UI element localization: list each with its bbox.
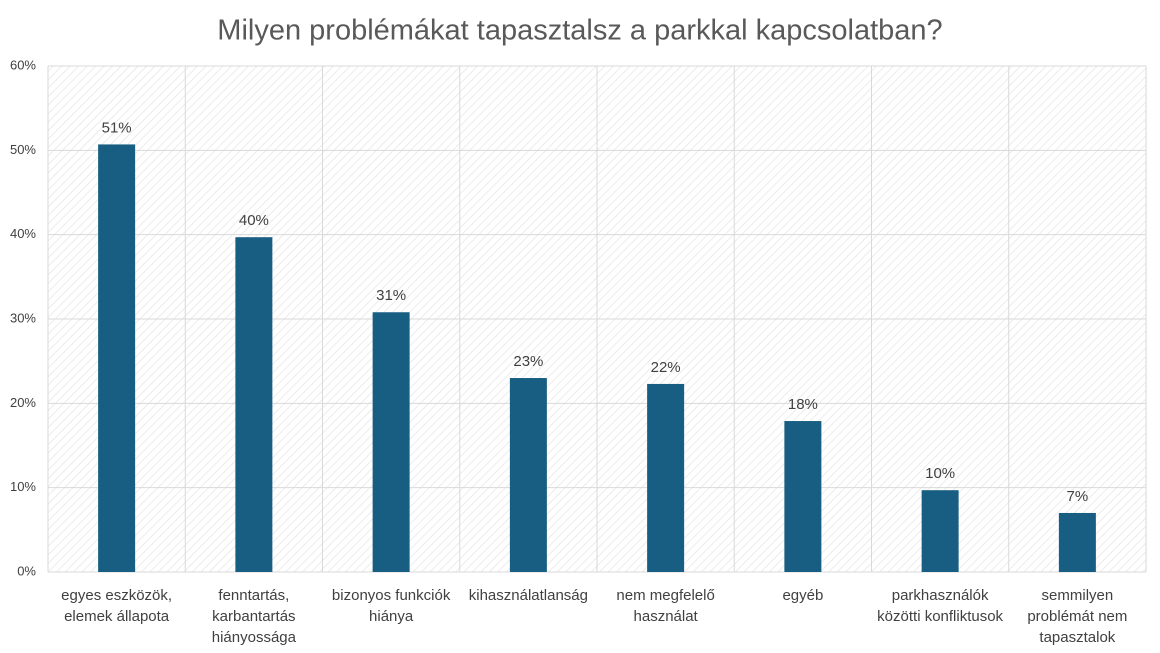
x-tick-label: egyéb — [782, 587, 824, 604]
data-label: 18% — [788, 396, 818, 413]
bar — [509, 378, 547, 572]
y-tick-label: 0% — [17, 563, 36, 578]
y-tick-label: 10% — [10, 479, 36, 494]
x-tick-label: parkhasználók közötti konfliktusok — [877, 587, 1004, 625]
data-label: 31% — [376, 287, 406, 304]
y-tick-label: 30% — [10, 310, 36, 325]
x-tick-label: semmilyen problémát nem tapasztalok — [1027, 587, 1128, 646]
data-label: 40% — [239, 212, 269, 229]
x-tick-label: nem megfelelő használat — [616, 587, 715, 625]
data-label: 7% — [1067, 488, 1089, 505]
y-tick-label: 40% — [10, 226, 36, 241]
data-label: 23% — [513, 353, 543, 370]
bar — [784, 421, 822, 572]
bar — [647, 383, 685, 572]
y-tick-label: 60% — [10, 57, 36, 72]
chart-title: Milyen problémákat tapasztalsz a parkkal… — [217, 15, 942, 47]
x-tick-label: bizonyos funkciók hiánya — [331, 587, 451, 625]
y-tick-label: 20% — [10, 395, 36, 410]
x-tick-label: egyes eszközök, elemek állapota — [61, 587, 173, 625]
data-label: 51% — [102, 119, 132, 136]
bar — [98, 144, 136, 572]
bar — [235, 237, 273, 573]
x-tick-label: kihasználatlanság — [468, 587, 588, 604]
x-tick-label: fenntartás, karbantartás hiányossága — [211, 587, 296, 646]
bar — [921, 490, 959, 572]
data-label: 10% — [925, 465, 955, 482]
data-label: 22% — [651, 359, 681, 376]
y-tick-label: 50% — [10, 142, 36, 157]
bar — [372, 312, 410, 572]
bar — [1058, 512, 1096, 572]
